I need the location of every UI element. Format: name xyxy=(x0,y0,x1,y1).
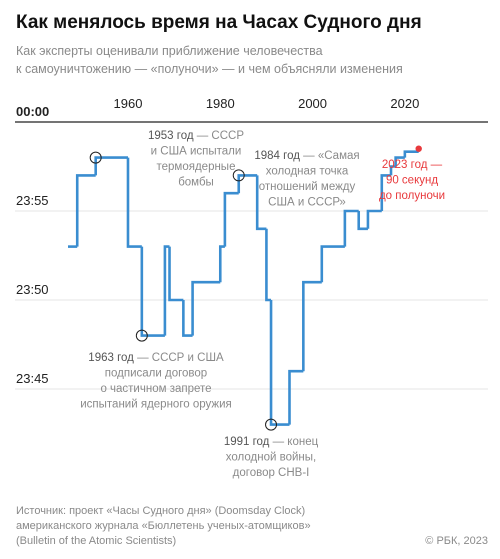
step-segment xyxy=(182,300,193,337)
step-segment xyxy=(237,174,258,194)
annotation-marker xyxy=(265,418,278,431)
annotation: подписали договор xyxy=(105,368,207,380)
annotation: договор СНВ-I xyxy=(233,467,310,479)
annotation-text: отношений между xyxy=(259,181,356,193)
annotation-lead: 1953 год xyxy=(148,130,194,142)
step-segment xyxy=(75,174,96,247)
subtitle: к самоуничтожению — «полуночи» — и чем о… xyxy=(16,62,403,76)
step-segment xyxy=(302,280,322,372)
annotation: 2023 год — xyxy=(382,159,443,171)
step-segment xyxy=(389,165,396,176)
annotation-lead: 1963 год xyxy=(88,352,134,364)
annotation: отношений между xyxy=(259,181,356,193)
annotation-text: 90 секунд xyxy=(386,175,438,187)
annotation-text: и США испытали xyxy=(151,146,242,158)
annotation-text: — «Самая xyxy=(300,150,360,162)
step-segment xyxy=(320,245,345,283)
x-tick-label: 2000 xyxy=(298,96,327,111)
annotation: 1984 год — «Самая xyxy=(254,150,359,162)
step-segment xyxy=(366,209,382,229)
annotation-text: холодной войны, xyxy=(226,452,316,464)
annotation: до полуночи xyxy=(379,190,445,202)
step-segment xyxy=(140,246,165,337)
step-segment xyxy=(126,157,142,248)
step-segment xyxy=(191,280,221,336)
annotation-text: — СССР и США xyxy=(134,352,224,364)
annotation: холодной войны, xyxy=(226,452,316,464)
annotation: 1991 год — конец xyxy=(224,436,319,448)
chart-title: Как менялось время на Часах Судного дня xyxy=(16,12,422,33)
x-tick-label: 1960 xyxy=(114,96,143,111)
step-segment xyxy=(380,174,392,211)
step-segment xyxy=(255,175,267,231)
step-segment xyxy=(223,191,239,247)
annotation: термоядерные xyxy=(157,161,236,173)
annotation: испытаний ядерного оружия xyxy=(80,399,232,411)
annotation-text: бомбы xyxy=(178,177,214,189)
annotation: США и СССР» xyxy=(268,197,346,209)
y-tick-label: 23:55 xyxy=(16,193,49,208)
y-tick-label: 23:50 xyxy=(16,282,49,297)
step-segment xyxy=(94,156,128,176)
step-segment xyxy=(218,245,225,283)
annotation: холодная точка xyxy=(266,166,349,178)
step-segment xyxy=(343,209,359,247)
annotation-text: термоядерные xyxy=(157,161,236,173)
x-tick-label: 2020 xyxy=(390,96,419,111)
annotation: и США испытали xyxy=(151,146,242,158)
annotation-text: — СССР xyxy=(194,130,245,142)
step-segment xyxy=(394,156,405,167)
annotation-text: до полуночи xyxy=(379,190,445,202)
annotation: о частичном запрете xyxy=(100,383,211,395)
annotation-marker xyxy=(232,169,245,182)
annotation: бомбы xyxy=(178,177,214,189)
step-segment xyxy=(403,150,419,158)
y-tick-label: 00:00 xyxy=(16,104,49,119)
annotation-text: США и СССР» xyxy=(268,197,346,209)
annotation-marker xyxy=(89,151,102,164)
annotation-marker xyxy=(135,329,148,342)
annotation-text: о частичном запрете xyxy=(100,383,211,395)
annotation: 90 секунд xyxy=(386,175,438,187)
annotation-text: — xyxy=(427,159,442,171)
annotation-text: — конец xyxy=(269,436,318,448)
copyright: © РБК, 2023 xyxy=(425,535,488,547)
source: американского журнала «Бюллетень ученых-… xyxy=(16,520,311,532)
annotation: 1953 год — СССР xyxy=(148,130,244,142)
step-segment xyxy=(288,369,304,425)
annotation-text: холодная точка xyxy=(266,166,349,178)
step-segment xyxy=(265,228,272,302)
step-segment xyxy=(163,245,170,336)
step-segment xyxy=(357,211,368,231)
source: Источник: проект «Часы Судного дня» (Doo… xyxy=(16,505,305,517)
annotation-text: договор СНВ-I xyxy=(233,467,310,479)
step-segment xyxy=(269,300,290,426)
annotation: 1963 год — СССР и США xyxy=(88,352,224,364)
annotation-lead: 1991 год xyxy=(224,436,270,448)
annotation-text: испытаний ядерного оружия xyxy=(80,399,232,411)
y-tick-label: 23:45 xyxy=(16,371,49,386)
subtitle: Как эксперты оценивали приближение челов… xyxy=(16,44,323,58)
annotation-text: подписали договор xyxy=(105,368,207,380)
annotation-lead: 2023 год xyxy=(382,159,428,171)
source: (Bulletin of the Atomic Scientists) xyxy=(16,535,176,547)
highlight-dot xyxy=(415,145,422,152)
x-tick-label: 1980 xyxy=(206,96,235,111)
step-segment xyxy=(168,246,184,302)
annotation-lead: 1984 год xyxy=(254,150,300,162)
